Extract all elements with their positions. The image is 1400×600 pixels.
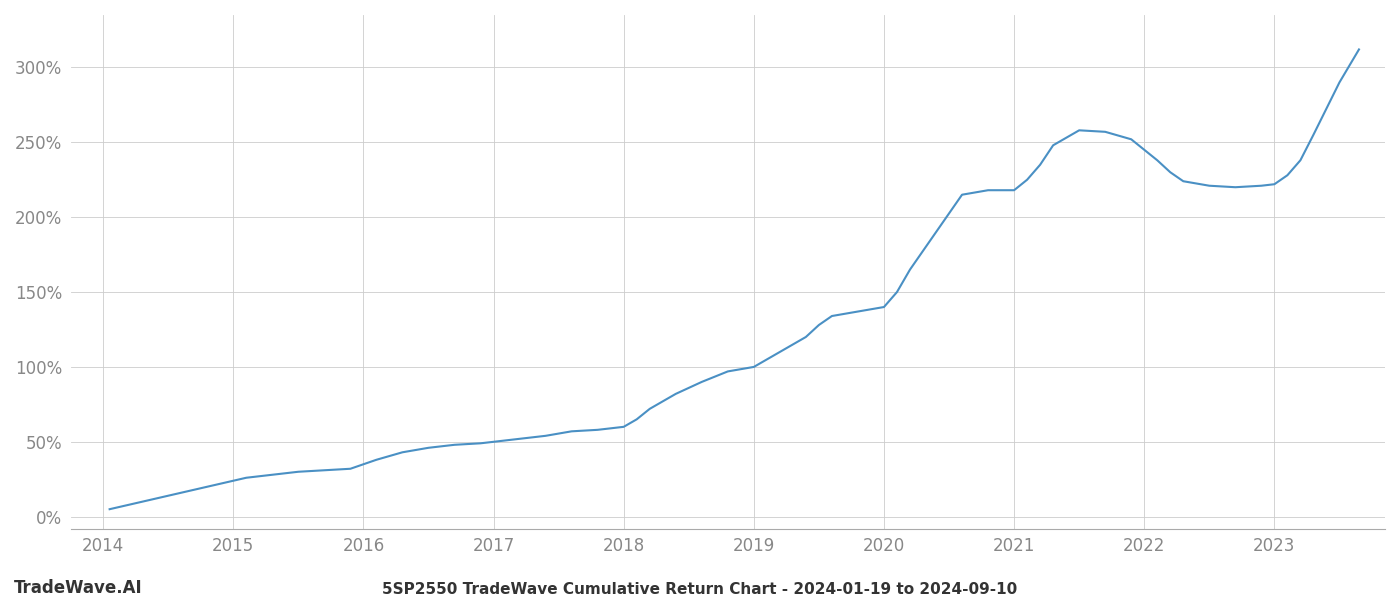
Text: 5SP2550 TradeWave Cumulative Return Chart - 2024-01-19 to 2024-09-10: 5SP2550 TradeWave Cumulative Return Char… xyxy=(382,582,1018,597)
Text: TradeWave.AI: TradeWave.AI xyxy=(14,579,143,597)
